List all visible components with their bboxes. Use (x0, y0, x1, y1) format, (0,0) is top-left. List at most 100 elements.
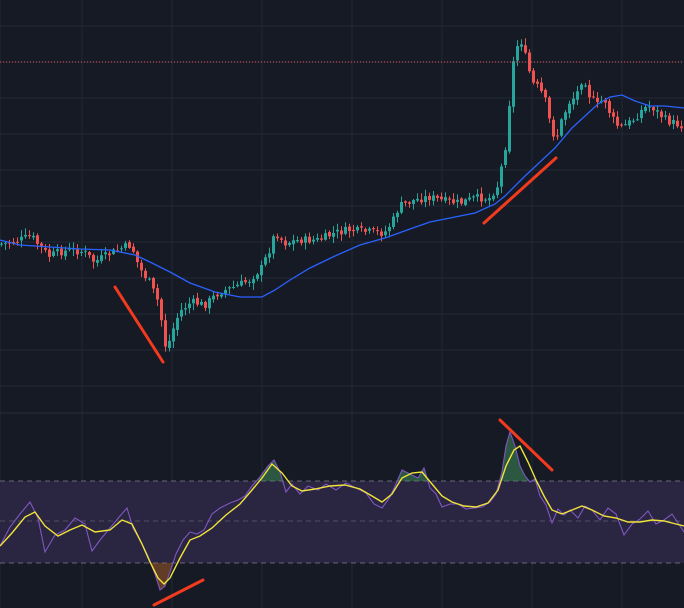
candle (288, 241, 291, 247)
candle (556, 129, 559, 140)
candle (36, 233, 39, 250)
candle (240, 274, 243, 287)
candle (564, 110, 567, 126)
candle-body (412, 199, 415, 204)
candle-body (360, 226, 363, 228)
candle (284, 236, 287, 250)
candle (352, 224, 355, 237)
candle (320, 234, 323, 242)
candle-body (112, 249, 115, 254)
candle-body (148, 278, 151, 280)
candle (272, 234, 275, 259)
candle (588, 79, 591, 104)
candle-body (396, 212, 399, 218)
candle (388, 223, 391, 238)
candle-body (168, 340, 171, 348)
candle-body (608, 101, 611, 113)
candle-body (468, 197, 471, 200)
candle-body (492, 195, 495, 200)
candle-body (480, 193, 483, 202)
candle (268, 247, 271, 263)
candle-body (588, 84, 591, 98)
candle-body (264, 257, 267, 265)
candle (576, 85, 579, 105)
candle (484, 197, 487, 204)
candle (144, 268, 147, 282)
candle-body (672, 119, 675, 124)
price-pane[interactable] (0, 38, 684, 364)
candle (324, 229, 327, 241)
candle-body (476, 194, 479, 197)
candle-body (648, 106, 651, 108)
candle (248, 279, 251, 287)
trend-line (152, 578, 205, 607)
candle-body (560, 119, 563, 136)
candle-body (0, 243, 3, 245)
candle-body (232, 286, 235, 288)
candle (24, 228, 27, 239)
candle (196, 292, 199, 307)
candle (68, 242, 71, 252)
candle (96, 255, 99, 267)
candle (592, 90, 595, 99)
candle-body (388, 227, 391, 232)
candle (128, 240, 131, 249)
candle-body (352, 229, 355, 232)
candle-body (576, 91, 579, 100)
candle (540, 77, 543, 94)
candle-body (292, 240, 295, 245)
candle-body (332, 232, 335, 237)
candle-body (252, 279, 255, 284)
candle-body (192, 298, 195, 304)
candle (160, 297, 163, 327)
candle (680, 120, 683, 132)
candle (316, 233, 319, 243)
candle-body (280, 238, 283, 240)
candle (376, 226, 379, 236)
price-trend-lines[interactable] (113, 156, 558, 364)
candle-body (620, 124, 623, 126)
candle-body (404, 201, 407, 203)
candle (396, 210, 399, 223)
candle-body (628, 120, 631, 126)
candle-body (428, 195, 431, 200)
candle-body (668, 115, 671, 125)
candle-body (348, 226, 351, 232)
candle (236, 281, 239, 288)
candle-body (300, 239, 303, 244)
candle-body (464, 199, 467, 206)
candle-body (240, 280, 243, 286)
candle (636, 113, 639, 121)
candle (176, 313, 179, 336)
candle-body (508, 106, 511, 152)
candle-body (592, 96, 595, 98)
candle-body (516, 45, 519, 61)
candle-body (268, 253, 271, 258)
candle (224, 286, 227, 298)
oscillator-pane[interactable] (0, 418, 684, 607)
candle-body (624, 124, 627, 126)
candle-body (180, 309, 183, 317)
candle (536, 78, 539, 88)
candle-body (284, 240, 287, 246)
candle (52, 247, 55, 258)
candle-body (104, 252, 107, 255)
candle (560, 117, 563, 138)
candle (452, 193, 455, 205)
candle (568, 100, 571, 119)
candle-body (84, 250, 87, 252)
candle (92, 253, 95, 269)
candle-body (316, 237, 319, 240)
candle (172, 322, 175, 348)
candle (416, 193, 419, 203)
candle (444, 192, 447, 204)
candle (448, 196, 451, 205)
trend-line (482, 156, 558, 225)
candle-body (456, 199, 459, 202)
candle-body (208, 298, 211, 309)
candle-body (140, 262, 143, 271)
oscillator-trend-lines[interactable] (152, 418, 554, 607)
candle (520, 39, 523, 52)
overbought-fill (398, 468, 427, 481)
